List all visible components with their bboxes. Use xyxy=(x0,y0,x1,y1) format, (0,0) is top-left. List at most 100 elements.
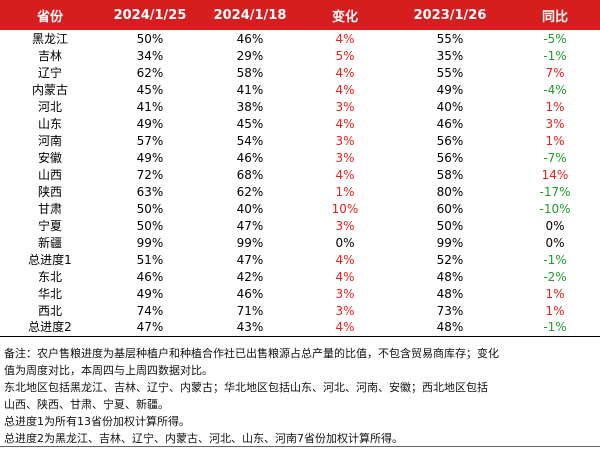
cell-change: 4% xyxy=(335,269,355,284)
cell-date-1: 45% xyxy=(136,82,164,97)
cell-change: 3% xyxy=(335,99,355,114)
cell-date-3: 52% xyxy=(436,252,464,267)
cell-province: 黑龙江 xyxy=(31,31,68,46)
cell-date-3: 55% xyxy=(436,31,464,46)
bottom-divider xyxy=(0,446,600,447)
cell-date-1: 47% xyxy=(100,319,200,337)
cell-yoy: -1% xyxy=(510,319,600,337)
cell-province: 山西 xyxy=(37,167,62,182)
cell-date-2: 58% xyxy=(236,65,264,80)
table-row: 山西 72% 68% 4% 58% 14% xyxy=(0,166,600,183)
cell-yoy: 0% xyxy=(545,218,565,233)
cell-date-1: 74% xyxy=(136,303,164,318)
sales-progress-table: 省份 2024/1/25 2024/1/18 变化 2023/1/26 同比 黑… xyxy=(0,0,600,337)
cell-yoy: 0% xyxy=(545,235,565,250)
cell-yoy: -1% xyxy=(543,48,567,63)
cell-change: 4% xyxy=(335,167,355,182)
cell-yoy: 1% xyxy=(545,303,565,318)
cell-date-3: 48% xyxy=(436,286,464,301)
cell-date-3: 56% xyxy=(436,150,464,165)
cell-province: 总进度1 xyxy=(28,252,72,267)
cell-date-1: 50% xyxy=(136,201,164,216)
cell-province: 河北 xyxy=(37,99,62,114)
table-row: 陕西 63% 62% 1% 80% -17% xyxy=(0,183,600,200)
cell-change: 3% xyxy=(335,150,355,165)
header-change: 变化 xyxy=(331,9,358,25)
footnote-line: 总进度1为所有13省份加权计算所得。 xyxy=(4,415,190,428)
table-row: 内蒙古 45% 41% 4% 49% -4% xyxy=(0,81,600,98)
header-yoy: 同比 xyxy=(541,9,568,25)
cell-yoy: -17% xyxy=(539,184,571,199)
header-date-2: 2024/1/18 xyxy=(213,7,287,23)
table-header-row: 省份 2024/1/25 2024/1/18 变化 2023/1/26 同比 xyxy=(0,0,600,30)
table-row: 宁夏 50% 47% 3% 50% 0% xyxy=(0,217,600,234)
table-row: 西北 74% 71% 3% 73% 1% xyxy=(0,302,600,319)
cell-province: 山东 xyxy=(37,116,62,131)
cell-date-1: 46% xyxy=(136,269,164,284)
cell-change: 4% xyxy=(300,319,390,337)
cell-date-2: 47% xyxy=(236,252,264,267)
cell-yoy: -2% xyxy=(543,269,567,284)
cell-province: 安徽 xyxy=(37,150,62,165)
cell-yoy: 14% xyxy=(541,167,569,182)
cell-date-3: 49% xyxy=(436,82,464,97)
cell-date-2: 41% xyxy=(236,82,264,97)
cell-date-1: 99% xyxy=(136,235,164,250)
footnote-line: 总进度2为黑龙江、吉林、辽宁、内蒙古、河北、山东、河南7省份加权计算所得。 xyxy=(4,432,403,445)
table-body: 黑龙江 50% 46% 4% 55% -5% 吉林 34% 29% 5% 35% -1% 辽宁 62% 58… xyxy=(0,30,600,337)
cell-province: 辽宁 xyxy=(37,65,62,80)
cell-yoy: 1% xyxy=(545,133,565,148)
cell-date-2: 68% xyxy=(236,167,264,182)
footnote-line: 值为周度对比，本周四与上周四数据对比。 xyxy=(4,364,213,377)
cell-date-1: 63% xyxy=(136,184,164,199)
cell-date-1: 34% xyxy=(136,48,164,63)
cell-date-2: 99% xyxy=(236,235,264,250)
cell-date-2: 46% xyxy=(236,31,264,46)
cell-date-2: 47% xyxy=(236,218,264,233)
cell-yoy: -5% xyxy=(543,31,567,46)
table-row: 新疆 99% 99% 0% 99% 0% xyxy=(0,234,600,251)
table-row: 甘肃 50% 40% 10% 60% -10% xyxy=(0,200,600,217)
cell-yoy: 3% xyxy=(545,116,565,131)
cell-province: 河南 xyxy=(37,133,62,148)
cell-date-2: 62% xyxy=(236,184,264,199)
cell-change: 0% xyxy=(335,235,355,250)
cell-yoy: -7% xyxy=(543,150,567,165)
cell-date-2: 29% xyxy=(236,48,264,63)
header-date-3: 2023/1/26 xyxy=(413,7,487,23)
cell-date-1: 50% xyxy=(136,31,164,46)
table-row: 河南 57% 54% 3% 56% 1% xyxy=(0,132,600,149)
table-row: 东北 46% 42% 4% 48% -2% xyxy=(0,268,600,285)
cell-date-3: 46% xyxy=(436,116,464,131)
cell-province: 新疆 xyxy=(37,235,62,250)
cell-yoy: 1% xyxy=(545,286,565,301)
cell-province: 东北 xyxy=(37,269,62,284)
cell-date-3: 73% xyxy=(436,303,464,318)
cell-date-2: 46% xyxy=(236,150,264,165)
footnote-line: 东北地区包括黑龙江、吉林、辽宁、内蒙古；华北地区包括山东、河北、河南、安徽；西北… xyxy=(4,381,488,394)
cell-province: 甘肃 xyxy=(37,201,62,216)
cell-date-3: 60% xyxy=(436,201,464,216)
cell-yoy: -10% xyxy=(539,201,571,216)
cell-date-3: 55% xyxy=(436,65,464,80)
cell-date-3: 48% xyxy=(436,269,464,284)
cell-date-1: 51% xyxy=(136,252,164,267)
cell-province: 吉林 xyxy=(37,48,62,63)
cell-change: 4% xyxy=(335,252,355,267)
footnotes: 备注：农户售粮进度为基层种植户和种植合作社已出售粮源占总产量的比值，不包含贸易商… xyxy=(4,345,598,447)
cell-yoy: -4% xyxy=(543,82,567,97)
cell-date-2: 45% xyxy=(236,116,264,131)
table-row: 安徽 49% 46% 3% 56% -7% xyxy=(0,149,600,166)
cell-change: 4% xyxy=(335,31,355,46)
cell-province: 西北 xyxy=(37,303,62,318)
cell-change: 10% xyxy=(331,201,359,216)
cell-date-3: 48% xyxy=(390,319,510,337)
footnote-line: 山西、陕西、甘肃、宁夏、新疆。 xyxy=(4,398,169,411)
cell-date-1: 49% xyxy=(136,286,164,301)
cell-date-1: 72% xyxy=(136,167,164,182)
cell-province: 陕西 xyxy=(37,184,62,199)
cell-change: 4% xyxy=(335,116,355,131)
cell-date-1: 57% xyxy=(136,133,164,148)
table-row: 华北 49% 46% 3% 48% 1% xyxy=(0,285,600,302)
cell-date-2: 54% xyxy=(236,133,264,148)
